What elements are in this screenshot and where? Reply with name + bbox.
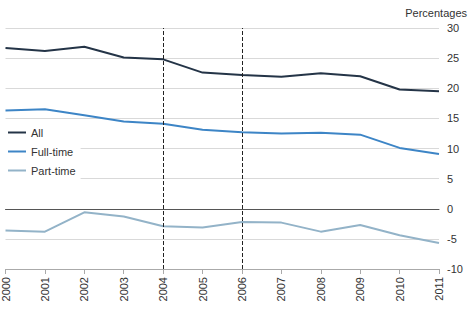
svg-text:2009: 2009 [354,277,366,301]
svg-text:2005: 2005 [197,277,209,301]
svg-text:2000: 2000 [0,277,12,301]
svg-text:-10: -10 [447,263,463,275]
svg-text:2008: 2008 [315,277,327,301]
svg-text:30: 30 [447,22,459,34]
svg-text:Full-time: Full-time [31,146,73,158]
svg-text:Percentages: Percentages [405,7,467,19]
svg-text:2002: 2002 [78,277,90,301]
svg-text:10: 10 [447,143,459,155]
svg-text:0: 0 [447,203,453,215]
svg-text:2010: 2010 [394,277,406,301]
svg-text:2011: 2011 [433,277,445,301]
svg-text:2003: 2003 [118,277,130,301]
svg-text:20: 20 [447,82,459,94]
svg-text:25: 25 [447,52,459,64]
svg-text:2001: 2001 [39,277,51,301]
svg-text:Part-time: Part-time [31,165,76,177]
svg-text:15: 15 [447,112,459,124]
svg-text:2006: 2006 [236,277,248,301]
svg-text:-5: -5 [447,233,457,245]
svg-text:5: 5 [447,173,453,185]
svg-text:All: All [31,127,43,139]
svg-text:2004: 2004 [157,277,169,301]
svg-text:2007: 2007 [275,277,287,301]
